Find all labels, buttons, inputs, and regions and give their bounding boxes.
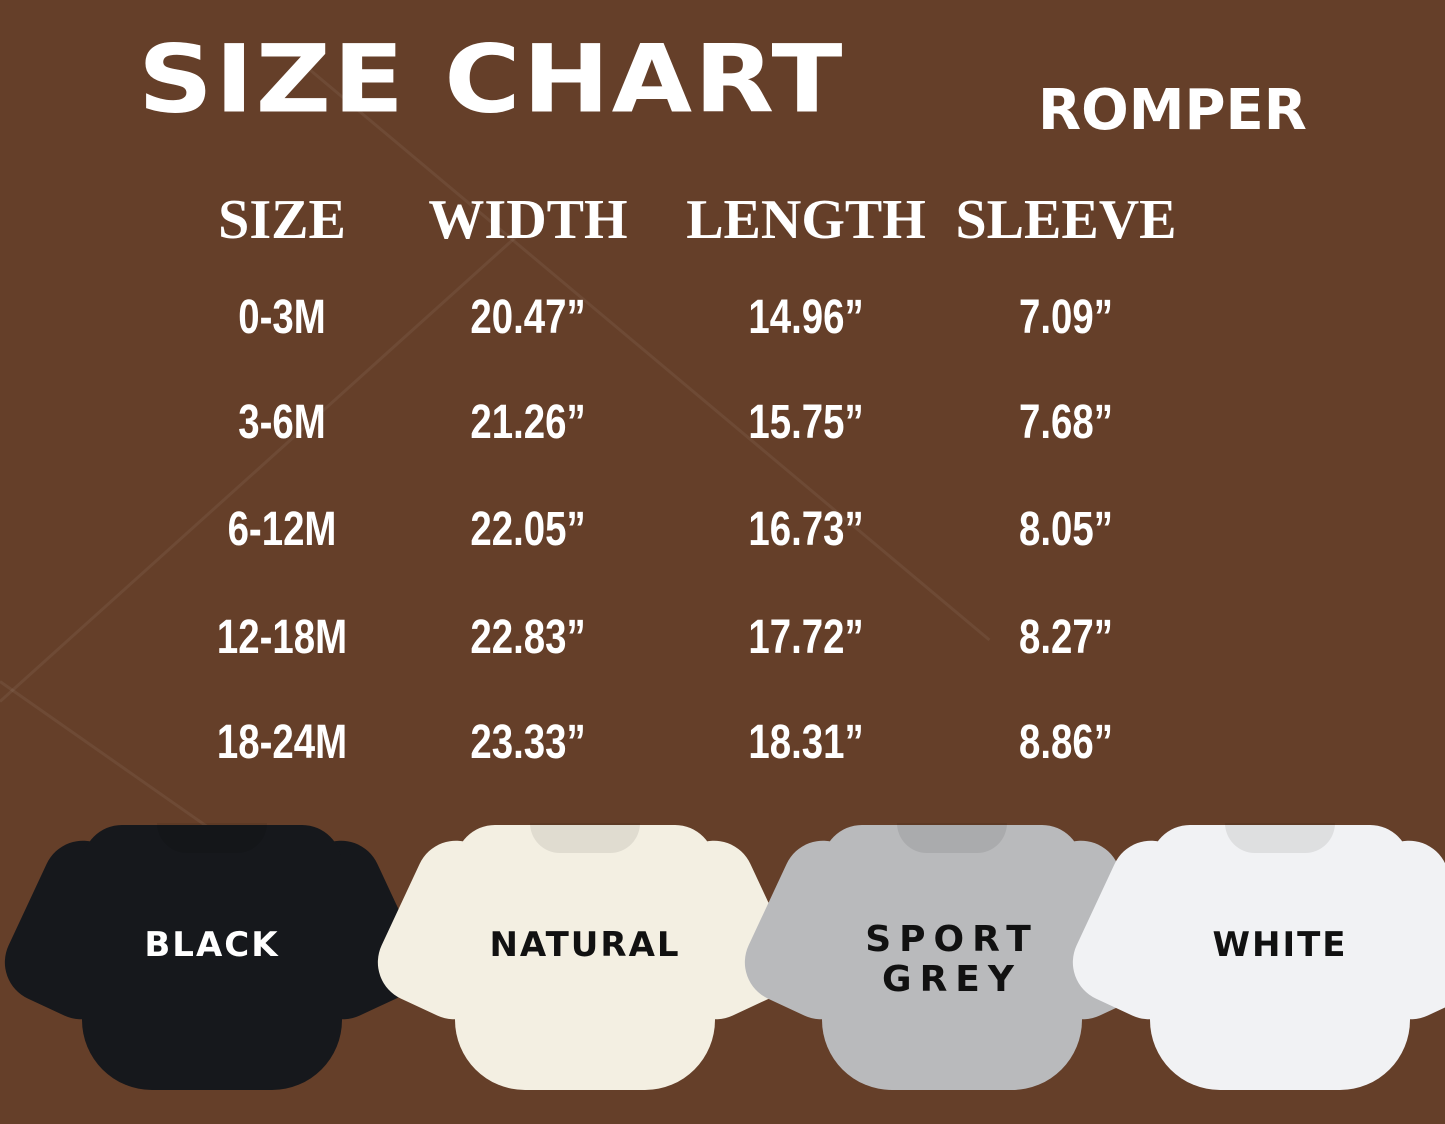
column-header-width: WIDTH	[428, 189, 628, 251]
collar	[897, 823, 1007, 853]
cell-width: 20.47”	[470, 291, 586, 344]
cell-sleeve: 8.27”	[1019, 611, 1113, 664]
cell-size: 6-12M	[227, 503, 337, 556]
collar	[530, 823, 640, 853]
cell-width: 21.26”	[470, 396, 586, 449]
column-header-sleeve: SLEEVE	[955, 189, 1177, 251]
cell-length: 14.96”	[748, 291, 864, 344]
romper-black: BLACK	[0, 823, 433, 1100]
cell-sleeve: 7.09”	[1019, 291, 1113, 344]
cell-sleeve: 8.86”	[1019, 716, 1113, 769]
romper-natural: NATURAL	[364, 823, 806, 1100]
cell-length: 17.72”	[748, 611, 864, 664]
cell-sleeve: 8.05”	[1019, 503, 1113, 556]
romper-body	[455, 825, 715, 1090]
cell-size: 0-3M	[238, 291, 326, 344]
page-title: SIZE CHART	[138, 24, 845, 134]
collar	[157, 823, 267, 853]
color-label: WHITE	[1212, 925, 1348, 965]
color-label: BLACK	[144, 925, 280, 965]
collar	[1225, 823, 1335, 853]
product-type: ROMPER	[1038, 78, 1307, 143]
cell-length: 15.75”	[748, 396, 864, 449]
cell-sleeve: 7.68”	[1019, 396, 1113, 449]
color-label: NATURAL	[489, 925, 681, 965]
romper-white: WHITE	[1059, 823, 1445, 1100]
romper-body	[822, 825, 1082, 1090]
cell-length: 16.73”	[748, 503, 864, 556]
cell-width: 23.33”	[470, 716, 586, 769]
romper-body	[1150, 825, 1410, 1090]
cell-size: 12-18M	[216, 611, 348, 664]
cell-size: 3-6M	[238, 396, 326, 449]
cell-length: 18.31”	[748, 716, 864, 769]
cell-size: 18-24M	[216, 716, 348, 769]
romper-sport-grey: SPORT GREY	[731, 823, 1173, 1100]
romper-body	[82, 825, 342, 1090]
cell-width: 22.83”	[470, 611, 586, 664]
cell-width: 22.05”	[470, 503, 586, 556]
column-header-size: SIZE	[218, 189, 346, 251]
color-label: SPORT GREY	[865, 919, 1039, 1000]
column-header-length: LENGTH	[686, 189, 926, 251]
